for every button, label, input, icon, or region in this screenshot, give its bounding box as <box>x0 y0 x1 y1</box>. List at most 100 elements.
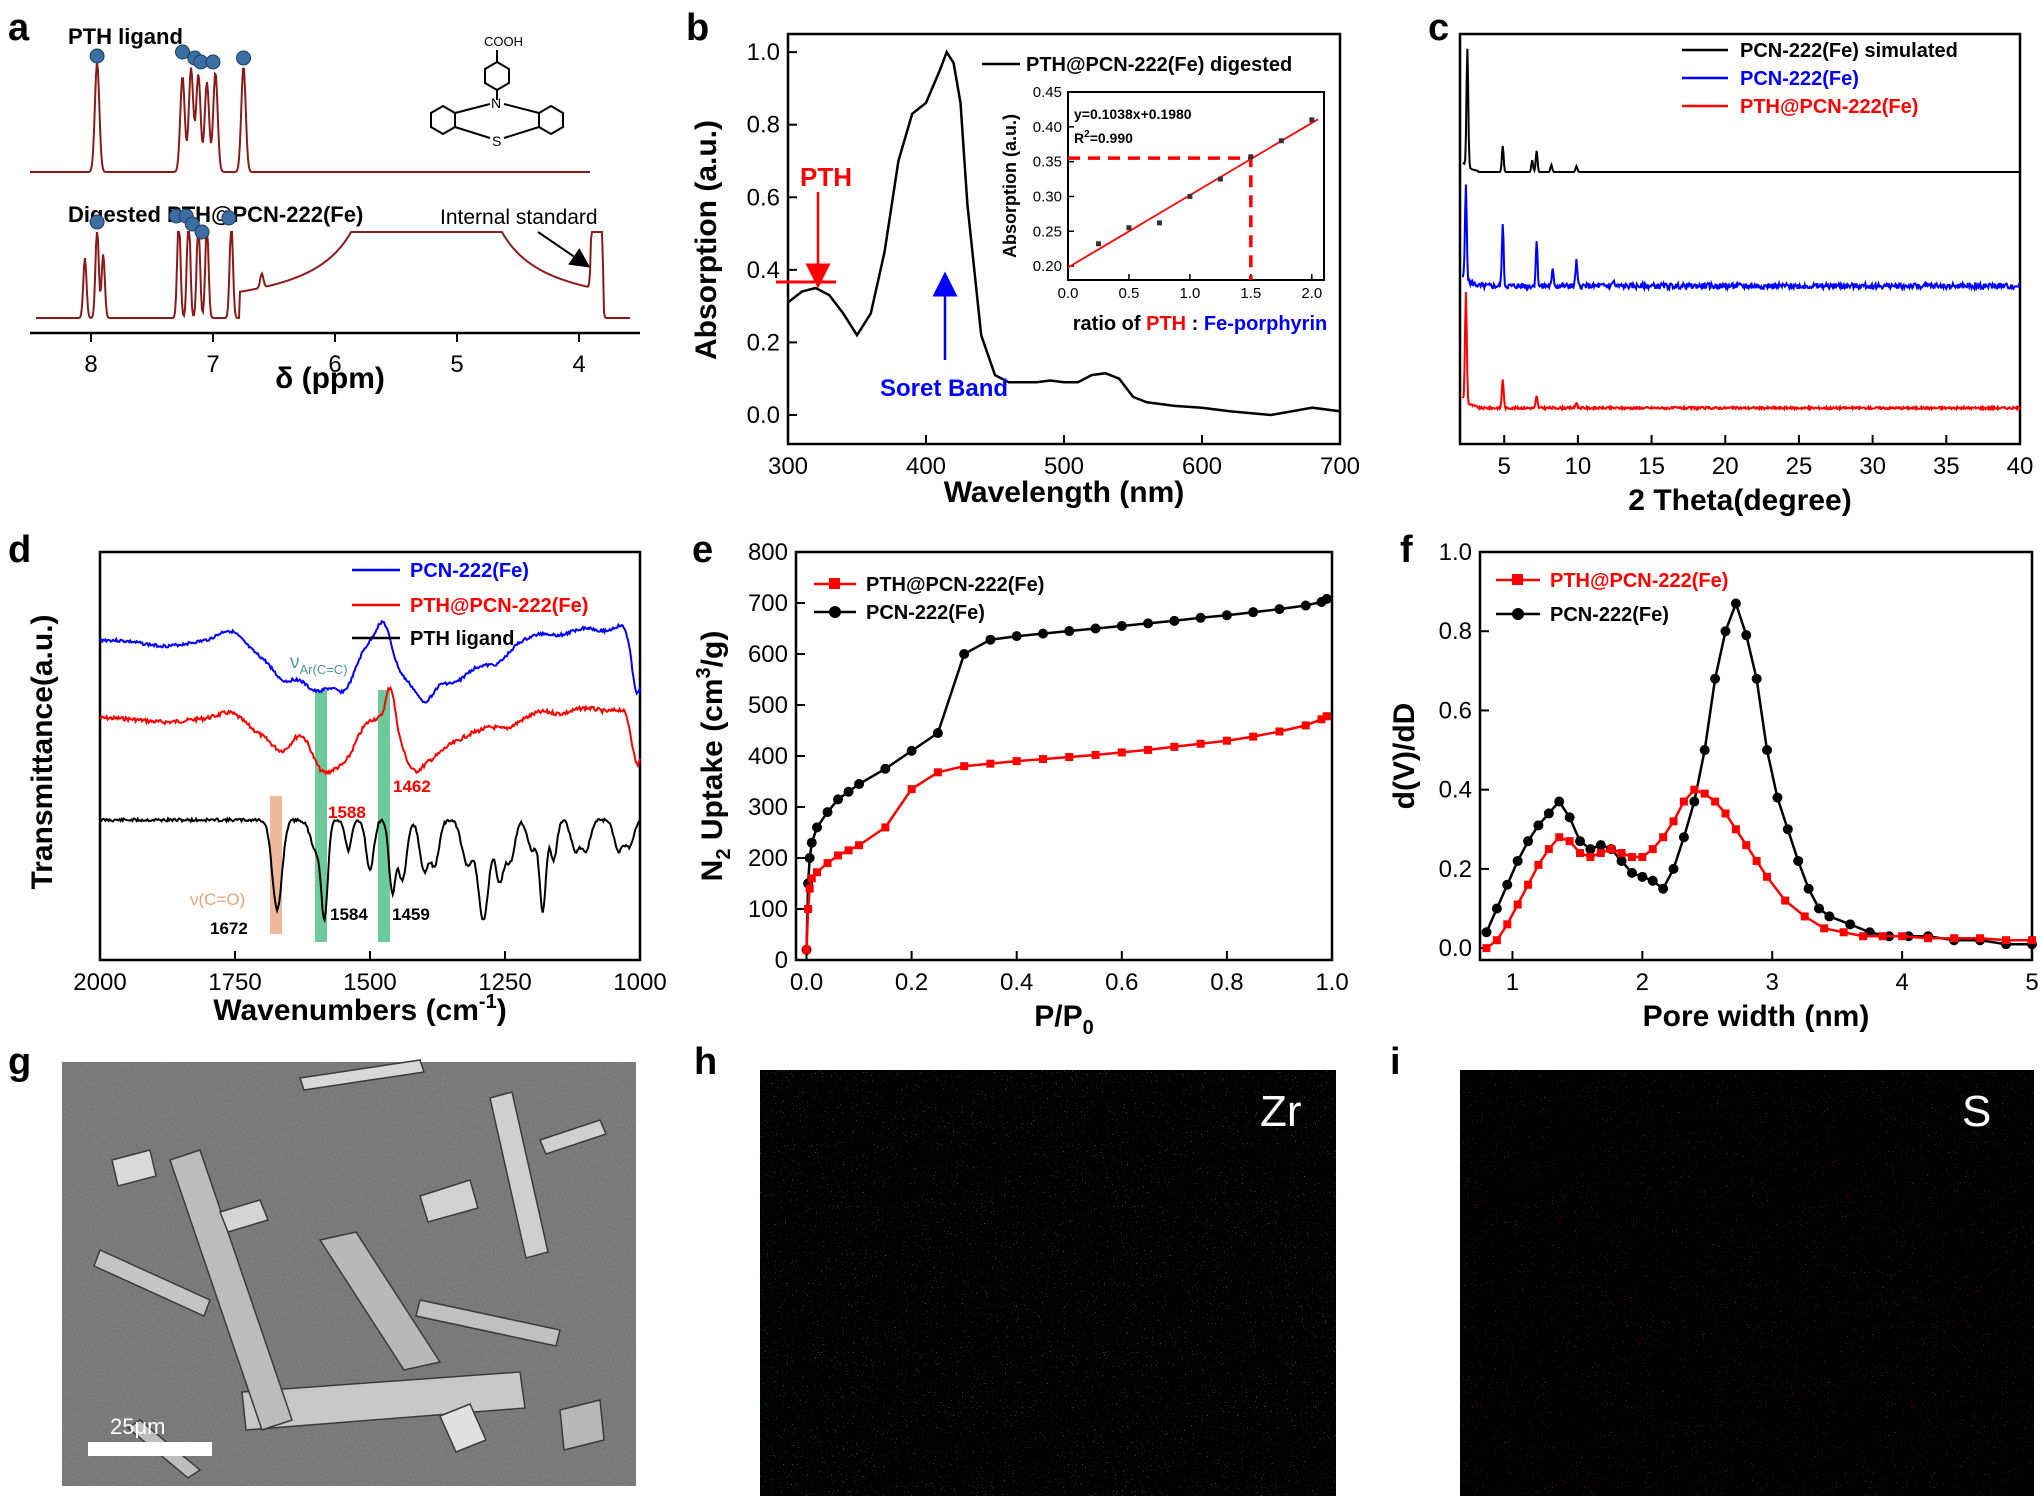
psd-pth-point <box>1700 789 1709 798</box>
psd-pth-line <box>1485 788 2032 950</box>
psd-pth-point <box>1878 932 1887 941</box>
peak-1459: 1459 <box>392 905 430 924</box>
psd-pth-point <box>1763 872 1772 881</box>
panel-f-xtick-label: 2 <box>1636 969 1649 996</box>
panel-d-ticks: 2000 1750 1500 1250 1000 <box>73 951 667 996</box>
psd-pcn222-line <box>1485 599 2032 946</box>
psd-pth-point <box>1534 860 1543 869</box>
panel-b-ytick-label: 1.0 <box>747 39 780 66</box>
isotherm-pth-point <box>1301 721 1310 730</box>
psd-pcn222-point <box>1699 745 1710 756</box>
panel-f-legend-marker-1 <box>1512 608 1524 620</box>
pth-label: PTH <box>800 162 852 192</box>
panel-c-xtick-label: 5 <box>1498 453 1511 480</box>
psd-pth-point <box>1742 841 1751 850</box>
psd-pth-point <box>1576 849 1585 858</box>
panel-a-xtick-label: 8 <box>84 351 97 378</box>
panel-c-xlabel: 2 Theta(degree) <box>1628 484 1851 517</box>
panel-a-xtick-label: 6 <box>328 351 341 378</box>
psd-pcn222-point <box>1637 871 1648 882</box>
psd-pcn222-point <box>1585 844 1596 855</box>
panel-c-legend-1: PCN-222(Fe) <box>1740 68 1859 90</box>
panel-f: f 1 2 3 4 5 0.0 0.2 0.4 0.6 0.8 1.0 PTH@PCN-222(Fe… <box>1388 529 2039 1033</box>
panel-e-xtick-label: 0.0 <box>790 969 823 996</box>
panel-f-frame <box>1478 550 2034 962</box>
panel-f-ytick-label: 0.2 <box>1439 856 1472 883</box>
isotherm-pcn222-point <box>843 786 854 797</box>
s-element-label: S <box>1962 1087 1991 1136</box>
psd-pcn222-point <box>1616 855 1627 866</box>
isotherm-pth-point <box>1170 742 1179 751</box>
psd-pth-point <box>1513 900 1522 909</box>
panel-d-xlabel-end: ) <box>497 994 507 1027</box>
isotherm-pcn222-point <box>1037 628 1048 639</box>
psd-pth-point <box>1638 853 1647 862</box>
inset-point <box>1095 241 1101 247</box>
psd-pcn222-point <box>1793 855 1804 866</box>
isotherm-pth-point <box>813 868 822 877</box>
panel-e-ylabel-sup: 3 <box>693 667 715 678</box>
xrd-pcn222 <box>1461 184 2021 293</box>
molecule-cooh-label: COOH <box>484 34 523 49</box>
panel-e-ylabel-sub: 2 <box>713 849 735 860</box>
panel-f-ytick-label: 0.0 <box>1439 935 1472 962</box>
panel-f-xtick-label: 5 <box>2025 969 2038 996</box>
nu-co-label: ν(C=O) <box>190 890 245 909</box>
isotherm-pth-point <box>1038 755 1047 764</box>
psd-pcn222-point <box>1689 796 1700 807</box>
panel-d-xtick-label: 1000 <box>613 969 666 996</box>
nu-ar-band-1 <box>315 690 327 942</box>
inset-point <box>1309 117 1315 123</box>
isotherm-pth-point <box>1222 736 1231 745</box>
molecule-n-label: N <box>491 95 501 111</box>
inset-xlabel-sep: : <box>1186 313 1204 335</box>
panel-b-ytick-label: 0.8 <box>747 112 780 139</box>
psd-pth-point <box>1492 936 1501 945</box>
panel-b: b 300 400 500 600 700 0.0 0.2 0.4 0.6 0.8 1.0 Wave… <box>686 7 1360 509</box>
panel-f-ytick-label: 1.0 <box>1439 539 1472 566</box>
panel-c-xtick-label: 30 <box>1859 453 1886 480</box>
inset-xtick-label: 2.0 <box>1301 285 1322 302</box>
panel-f-letter: f <box>1400 529 1413 571</box>
isotherm-pth-points <box>802 712 1331 954</box>
nmr-peak-dot <box>194 224 210 240</box>
psd-pth-point <box>1731 825 1740 834</box>
panel-c-frame <box>1458 32 2022 446</box>
panel-f-ylabel: d(V)/dD <box>1388 703 1421 810</box>
inset-xlabel-a: ratio of <box>1073 313 1146 335</box>
isotherm-pth-point <box>1065 753 1074 762</box>
panel-e-ticks: 0.0 0.2 0.4 0.6 0.8 1.0 0 100 200 300 400 500 600 700… <box>748 539 1349 996</box>
psd-pth-point <box>1898 932 1907 941</box>
psd-pcn222-point <box>1647 875 1658 886</box>
inset-equation: y=0.1038x+0.1980 <box>1074 106 1192 122</box>
panel-f-ytick-label: 0.4 <box>1439 777 1472 804</box>
isotherm-pcn222-point <box>985 634 996 645</box>
panel-e-ytick-label: 700 <box>748 590 788 617</box>
psd-pcn222-point <box>1512 855 1523 866</box>
panel-f-legend-marker-0 <box>1512 574 1523 585</box>
isotherm-pth-point <box>807 874 816 883</box>
panel-f-ytick-label: 0.6 <box>1439 697 1472 724</box>
isotherm-pth-point <box>1117 748 1126 757</box>
inset-frame <box>1067 91 1325 281</box>
panel-c-xtick-label: 20 <box>1712 453 1739 480</box>
panel-e-xtick-label: 1.0 <box>1315 969 1348 996</box>
inset-ytick-label: 0.40 <box>1033 119 1062 136</box>
psd-pth-point <box>1752 856 1761 865</box>
psd-pcn222-point <box>1626 867 1637 878</box>
isotherm-pth-point <box>960 762 969 771</box>
nmr-spectrum-digested <box>36 231 630 319</box>
peak-1588: 1588 <box>328 803 366 822</box>
isotherm-pcn222-point <box>1248 607 1259 618</box>
psd-pth-point <box>1524 880 1533 889</box>
isotherm-pcn222-point <box>854 779 865 790</box>
panel-b-xtick-label: 600 <box>1182 453 1222 480</box>
ftir-pcn222 <box>99 619 641 704</box>
panel-e-xlabel: P/P0 <box>1034 1000 1093 1039</box>
internal-standard-arrow <box>537 231 591 268</box>
isotherm-pcn222-point <box>1064 626 1075 637</box>
inset-ytick-label: 0.45 <box>1033 84 1062 101</box>
panel-f-legend-1: PCN-222(Fe) <box>1550 604 1669 626</box>
panel-d-legend-2: PTH ligand <box>410 628 514 650</box>
